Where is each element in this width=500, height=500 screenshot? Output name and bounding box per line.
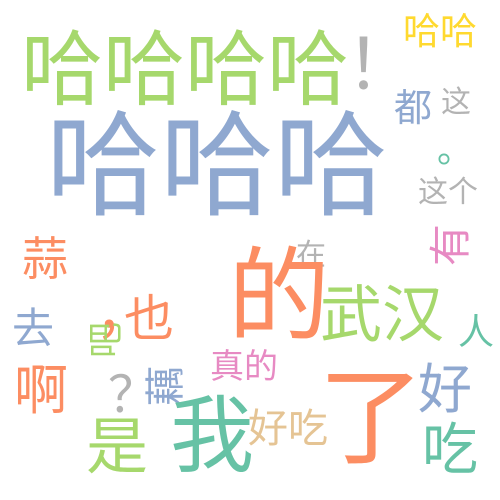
word-haha-small: 哈哈 xyxy=(403,10,477,53)
word-qu: 去 xyxy=(12,304,55,353)
word-hao: 好 xyxy=(418,358,472,421)
word-dou: 都 xyxy=(394,86,433,130)
word-hahaha-big: 哈哈哈 xyxy=(46,100,389,233)
word-shi: 是 xyxy=(86,410,149,483)
word-zhende: 真的 xyxy=(210,347,278,387)
word-chi: 吃 xyxy=(422,418,478,483)
word-you: 有 xyxy=(426,223,476,267)
word-comma: ， xyxy=(95,279,154,347)
word-period: 。 xyxy=(437,130,474,171)
word-wuhan: 武汉 xyxy=(320,278,445,351)
word-ye: 也 xyxy=(124,290,174,348)
word-suan: 蒜 xyxy=(22,232,68,286)
word-zhege: 这个 xyxy=(418,175,478,210)
word-a: 啊 xyxy=(14,359,68,422)
word-ren: 人 xyxy=(458,312,495,353)
word-zai: 在 xyxy=(296,238,326,273)
word-ba: 吧 xyxy=(86,321,128,359)
word-hahahaha: 哈哈哈哈 xyxy=(21,23,350,118)
word-question: ？ xyxy=(108,366,158,424)
word-haochi: 好吃 xyxy=(248,406,328,452)
word-wo: 我 xyxy=(170,387,255,485)
word-zhe: 这 xyxy=(441,85,471,120)
word-le: 了 xyxy=(318,357,424,480)
word-de-big: 的 xyxy=(228,238,330,357)
word-exclaim: ！ xyxy=(346,24,416,106)
